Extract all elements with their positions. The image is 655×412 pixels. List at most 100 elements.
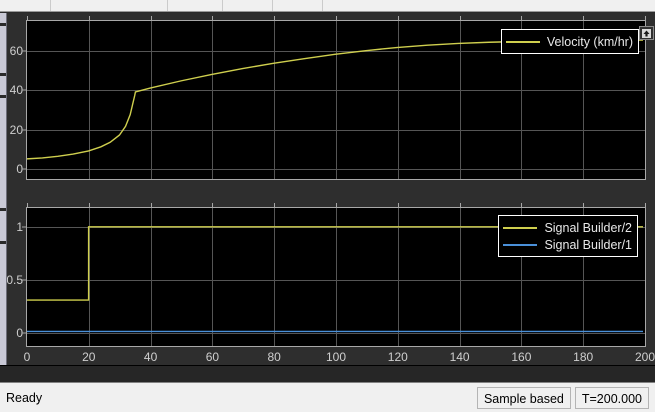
- y-axis-tick-mark: [22, 226, 27, 228]
- x-axis-tick-mark: [336, 203, 337, 208]
- x-axis-tick-mark: [398, 203, 399, 208]
- x-axis-tick-mark: [645, 16, 646, 21]
- y-axis-tick-label: 1: [16, 220, 23, 235]
- toolbar-strip: [0, 0, 655, 12]
- y-axis-tick-mark: [22, 50, 27, 52]
- x-axis-tick-mark: [274, 16, 275, 21]
- gridline-horizontal: [27, 333, 645, 334]
- toolbar-separator: [50, 0, 51, 11]
- x-axis-tick-mark: [645, 203, 646, 208]
- gridline-vertical: [460, 208, 461, 346]
- x-axis-tick-mark: [583, 203, 584, 208]
- toolbar-separator: [272, 0, 273, 11]
- legend-color-swatch-icon: [505, 40, 540, 43]
- x-axis-tick-mark: [151, 16, 152, 21]
- signal-builder-traces: [27, 208, 645, 346]
- gridline-vertical: [460, 21, 461, 179]
- x-axis-tick-label: 40: [143, 350, 158, 364]
- y-axis-tick-label: 0: [16, 162, 23, 177]
- window-bottom-gap: [0, 365, 655, 382]
- gridline-vertical: [89, 208, 90, 346]
- status-ready-label: Ready: [6, 390, 43, 405]
- velocity-plot-axes[interactable]: 0 20 40 60 Velocity (km/hr): [10, 16, 646, 180]
- x-axis-tick-label: 60: [205, 350, 220, 364]
- y-axis-tick-label: 0: [16, 326, 23, 341]
- gridline-horizontal: [27, 130, 645, 131]
- x-axis-tick-mark: [274, 203, 275, 208]
- gridline-vertical: [336, 21, 337, 179]
- status-simulation-time-label: T=200.000: [574, 386, 649, 409]
- x-axis-tick-label: 120: [387, 350, 408, 364]
- legend-item[interactable]: Velocity (km/hr): [505, 33, 633, 50]
- left-strip-marker: [0, 95, 6, 98]
- y-axis-tick-label: 20: [9, 122, 23, 137]
- x-axis-tick-mark: [521, 203, 522, 208]
- x-axis-tick-mark: [212, 16, 213, 21]
- x-axis-tick-label: 140: [449, 350, 470, 364]
- series-line: [27, 227, 643, 300]
- x-axis-tick-label: 160: [511, 350, 532, 364]
- left-strip-marker: [0, 241, 6, 244]
- gridline-vertical: [521, 208, 522, 346]
- gridline-vertical: [398, 21, 399, 179]
- x-axis-tick-mark: [460, 203, 461, 208]
- legend-color-swatch-icon: [503, 226, 538, 229]
- x-axis-tick-mark: [583, 16, 584, 21]
- x-axis-tick-mark: [336, 16, 337, 21]
- velocity-trace: [27, 21, 645, 179]
- legend-item-label: Signal Builder/1: [544, 237, 632, 252]
- gridline-horizontal: [27, 90, 645, 91]
- velocity-plot-legend[interactable]: Velocity (km/hr): [500, 29, 639, 54]
- scroll-up-arrow-icon: [642, 28, 651, 38]
- left-strip-marker: [0, 73, 6, 76]
- x-axis-tick-mark: [27, 16, 28, 21]
- left-strip-marker: [0, 23, 6, 26]
- signal-builder-plot-axes[interactable]: 0 0.5 1 0 20 40 60 80 100 120 140 160 180 200 Signal…: [7, 203, 655, 364]
- gridline-horizontal: [27, 280, 645, 281]
- x-axis-tick-label: 0: [23, 350, 31, 364]
- x-axis-tick-mark: [398, 16, 399, 21]
- gridline-vertical: [583, 208, 584, 346]
- y-axis-tick-label: 0.5: [7, 273, 23, 288]
- gridline-vertical: [398, 208, 399, 346]
- left-strip-marker: [0, 208, 6, 211]
- y-axis-tick-mark: [22, 89, 27, 91]
- gridline-vertical: [521, 21, 522, 179]
- x-axis-tick-mark: [151, 203, 152, 208]
- x-axis-tick-mark: [521, 16, 522, 21]
- toolbar-separator: [222, 0, 223, 11]
- toolbar-separator: [322, 0, 323, 11]
- y-axis-tick-label: 60: [9, 43, 23, 58]
- scroll-up-button[interactable]: [639, 26, 654, 40]
- x-axis-tick-label: 80: [267, 350, 281, 364]
- x-axis-tick-mark: [89, 16, 90, 21]
- legend-item[interactable]: Signal Builder/1: [503, 236, 632, 253]
- y-axis-tick-mark: [22, 279, 27, 281]
- gridline-vertical: [336, 208, 337, 346]
- legend-item-label: Signal Builder/2: [544, 220, 632, 235]
- gridline-vertical: [89, 21, 90, 179]
- x-axis-tick-label: 100: [325, 350, 347, 364]
- toolbar-separator: [167, 0, 168, 11]
- gridline-vertical: [583, 21, 584, 179]
- gridline-horizontal: [27, 51, 645, 52]
- status-bar: Ready Sample based T=200.000: [0, 382, 655, 412]
- gridline-vertical: [212, 21, 213, 179]
- legend-item[interactable]: Signal Builder/2: [503, 219, 632, 236]
- legend-item-label: Velocity (km/hr): [546, 34, 633, 49]
- x-axis-tick-label: 200: [634, 350, 655, 364]
- left-panel-strip: [0, 13, 7, 365]
- x-axis-tick-label: 20: [82, 350, 96, 364]
- y-axis-tick-mark: [22, 168, 27, 170]
- x-axis-tick-mark: [212, 203, 213, 208]
- gridline-vertical: [151, 208, 152, 346]
- gridline-vertical: [212, 208, 213, 346]
- x-axis-tick-mark: [460, 16, 461, 21]
- gridline-vertical: [274, 21, 275, 179]
- y-axis-tick-label: 40: [9, 83, 23, 98]
- signal-builder-plot-legend[interactable]: Signal Builder/2 Signal Builder/1: [498, 215, 638, 257]
- gridline-horizontal: [27, 169, 645, 170]
- x-axis-tick-mark: [89, 203, 90, 208]
- plot-region: 0 20 40 60 Velocity (km/hr) 0 0.5 1 0 20 40 60 80…: [7, 13, 655, 365]
